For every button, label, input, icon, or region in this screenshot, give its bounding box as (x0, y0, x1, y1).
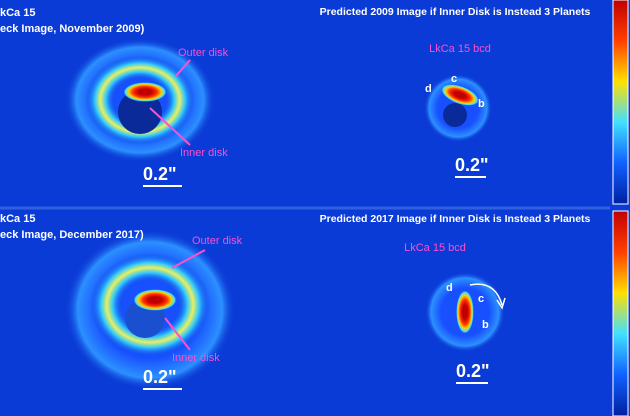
subtitle: LkCa 15 bcd (404, 242, 466, 254)
mask (443, 103, 467, 127)
planets (440, 84, 480, 106)
label: c (451, 73, 457, 85)
subtitle: LkCa 15 bcd (429, 43, 491, 55)
title: kCa 15 (0, 213, 35, 225)
scale-label: 0.2" (455, 155, 489, 175)
label: Inner disk (172, 352, 220, 364)
arrow (149, 107, 191, 146)
subtitle: eck Image, November 2009) (0, 23, 145, 35)
title: Predicted 2009 Image if Inner Disk is In… (320, 6, 591, 18)
subtitle: eck Image, December 2017) (0, 229, 144, 241)
arrow (164, 317, 191, 351)
label: d (446, 282, 453, 294)
title: kCa 15 (0, 7, 35, 19)
title: Predicted 2017 Image if Inner Disk is In… (320, 213, 591, 225)
inner-disk (133, 289, 177, 311)
motion-arrow (469, 283, 503, 306)
scale-label: 0.2" (143, 164, 177, 184)
scale-label: 0.2" (456, 361, 490, 381)
label: b (478, 98, 485, 110)
inner-disk (123, 82, 167, 102)
colorbar (612, 0, 629, 205)
label: b (482, 319, 489, 331)
planets (456, 290, 474, 334)
label: Inner disk (180, 147, 228, 159)
label: d (425, 83, 432, 95)
arrow (171, 249, 206, 269)
label: c (478, 293, 484, 305)
motion-arrow-head (496, 297, 506, 310)
arrow (175, 59, 191, 77)
scale-label: 0.2" (143, 367, 177, 387)
colorbar (612, 210, 629, 416)
label: Outer disk (178, 47, 229, 59)
label: Outer disk (192, 235, 243, 247)
